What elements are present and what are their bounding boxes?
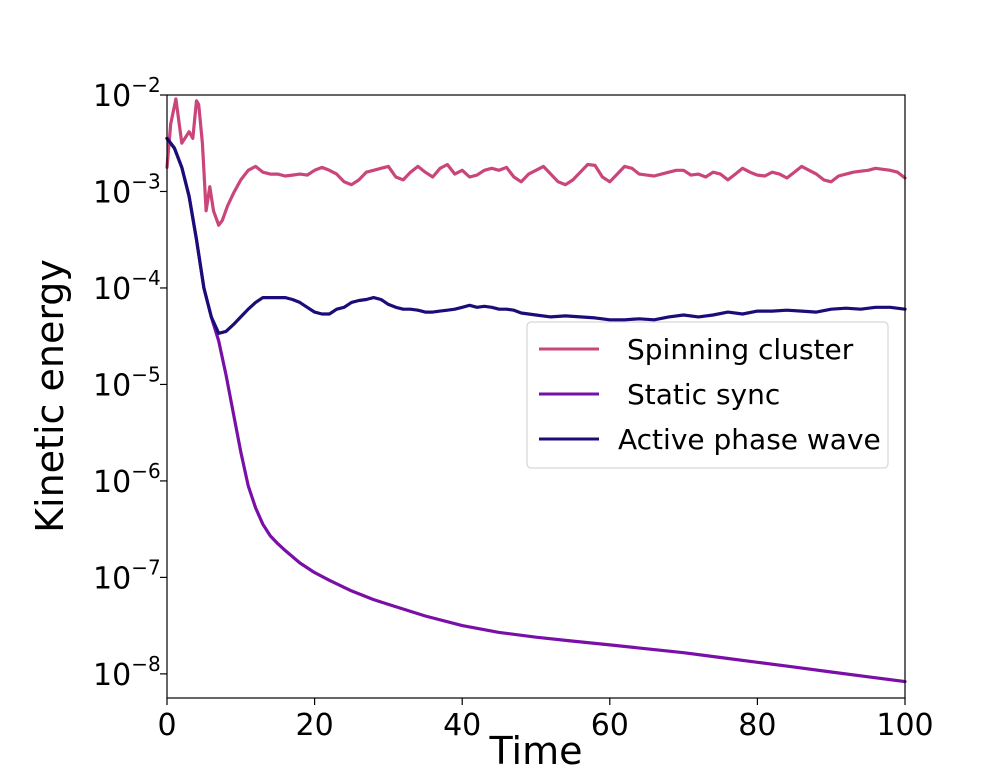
y-tick-label: 10−5 xyxy=(93,362,161,403)
legend-label-spinning-cluster: Spinning cluster xyxy=(627,333,854,366)
plot-frame xyxy=(166,94,906,699)
x-tick-label: 80 xyxy=(738,708,776,743)
y-tick-label: 10−3 xyxy=(93,169,161,210)
x-tick-label: 100 xyxy=(876,708,933,743)
x-tick-label: 40 xyxy=(443,708,481,743)
y-tick-label: 10−7 xyxy=(93,555,161,596)
y-tick-label: 10−2 xyxy=(93,73,161,114)
y-ticks: 10−2 10−3 10−4 10−5 10−6 10−7 10−8 xyxy=(93,73,167,693)
legend-label-active-phase-wave: Active phase wave xyxy=(618,423,881,456)
x-axis-label: Time xyxy=(489,729,583,773)
x-ticks: 0 20 40 60 80 100 xyxy=(157,698,934,743)
x-tick-label: 0 xyxy=(157,708,176,743)
legend: Spinning cluster Static sync Active phas… xyxy=(526,321,889,469)
x-tick-label: 60 xyxy=(591,708,629,743)
y-tick-label: 10−4 xyxy=(93,266,161,307)
series-line-active-phase-wave xyxy=(165,136,907,335)
y-tick-label: 10−8 xyxy=(93,652,161,693)
series-layer xyxy=(165,97,907,684)
legend-box xyxy=(526,321,889,469)
legend-label-static-sync: Static sync xyxy=(627,378,780,411)
x-tick-label: 20 xyxy=(296,708,334,743)
series-line-spinning-cluster xyxy=(165,97,907,227)
y-tick-label: 10−6 xyxy=(93,459,161,500)
y-axis-label: Kinetic energy xyxy=(28,259,72,533)
